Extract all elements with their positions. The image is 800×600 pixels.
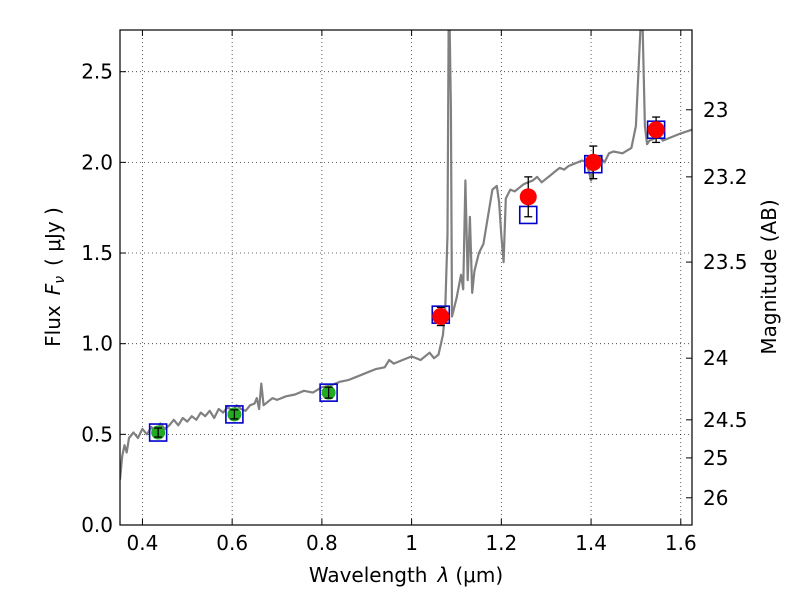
ticks: 0.4 0.6 0.8 1 1.2 1.4 1.6 0.0 0.5 1.0 1.5 2.0 2.5 23 2… — [81, 30, 748, 555]
x-tick-label: 1.4 — [575, 531, 607, 555]
right-tick-label: 23 — [703, 98, 728, 122]
x-tick-label: 0.4 — [127, 531, 159, 555]
y-tick-label: 2.5 — [81, 60, 113, 84]
grid — [120, 30, 692, 526]
x-axis-title: Wavelength λ (μm) — [309, 563, 503, 587]
model-photometry-square — [225, 405, 244, 424]
y-tick-label: 1.0 — [81, 332, 113, 356]
observed-nir-point — [584, 153, 602, 171]
right-tick-label: 25 — [703, 446, 728, 470]
x-tick-label: 1.6 — [665, 531, 697, 555]
right-axis-title: Magnitude (AB) — [757, 199, 781, 354]
y-tick-label: 0.5 — [81, 422, 113, 446]
observed-nir-point — [647, 121, 665, 139]
y-tick-label: 1.5 — [81, 241, 113, 265]
model-spectrum-line — [120, 30, 692, 480]
right-tick-label: 23.2 — [703, 165, 748, 189]
x-tick-label: 0.6 — [216, 531, 248, 555]
model-photometry-square — [319, 383, 338, 402]
observed-nir-point — [519, 188, 537, 206]
right-tick-label: 26 — [703, 486, 728, 510]
plot-frame — [119, 29, 693, 526]
x-tick-label: 1 — [405, 531, 418, 555]
y-tick-label: 2.0 — [81, 150, 113, 174]
x-tick-label: 1.2 — [485, 531, 517, 555]
right-tick-label: 23.5 — [703, 250, 748, 274]
x-tick-label: 0.8 — [306, 531, 338, 555]
right-tick-label: 24.5 — [703, 408, 748, 432]
observed-nir-point — [432, 307, 450, 325]
y-axis-title: FluxFν( μJy ) — [41, 207, 68, 347]
marker-layer — [148, 116, 666, 442]
spectrum-layer — [120, 30, 692, 480]
model-photometry-square — [148, 423, 168, 442]
right-tick-label: 24 — [703, 346, 728, 370]
y-tick-label: 0.0 — [81, 513, 113, 537]
